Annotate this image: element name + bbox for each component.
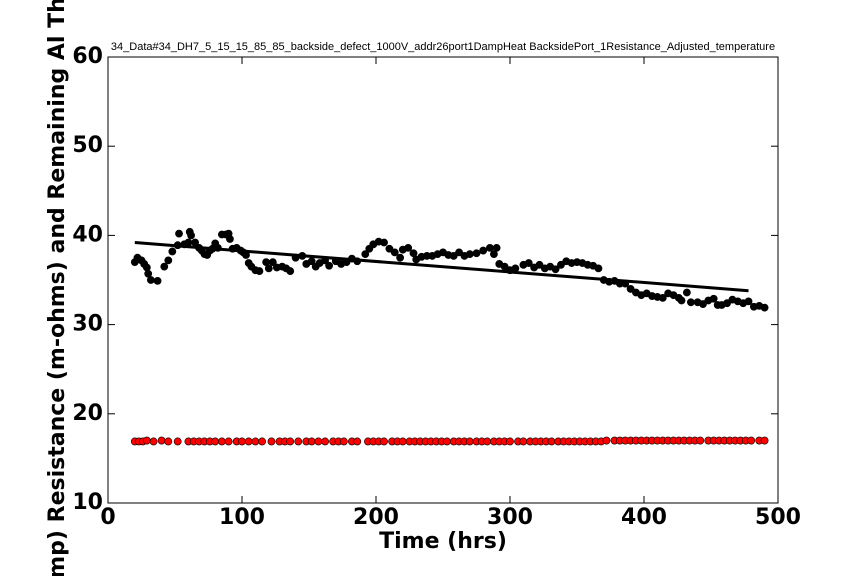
data-point (602, 436, 611, 445)
data-point (146, 276, 155, 284)
data-point (251, 437, 260, 446)
data-point (744, 297, 753, 306)
data-point (535, 260, 544, 269)
data-point (472, 249, 481, 258)
data-point (390, 248, 399, 257)
data-point (142, 436, 151, 445)
data-point (404, 243, 413, 252)
data-point (258, 437, 266, 446)
data-point (398, 437, 407, 446)
y-tick-label: 60 (72, 44, 103, 69)
data-point (353, 437, 362, 446)
data-point (153, 276, 162, 285)
y-tick-label: 30 (72, 312, 103, 337)
data-point (760, 303, 769, 312)
data-point (164, 437, 173, 446)
data-point (506, 437, 514, 446)
data-point (557, 260, 565, 269)
data-point (455, 248, 463, 257)
x-tick-label: 100 (219, 505, 265, 530)
data-point (157, 436, 166, 445)
x-axis-label: Time (hrs) (379, 529, 507, 554)
data-point (443, 437, 451, 446)
y-tick-label: 20 (72, 401, 103, 426)
data-point (449, 252, 458, 260)
data-point (325, 261, 333, 270)
data-point (465, 250, 474, 259)
data-point (485, 243, 494, 252)
y-tick-label: 10 (72, 490, 103, 515)
data-point (238, 437, 246, 446)
data-point (519, 437, 528, 446)
data-point (255, 267, 264, 275)
data-point (483, 437, 492, 446)
data-point (314, 437, 323, 446)
data-point (268, 258, 277, 267)
x-tick-label: 0 (100, 505, 115, 530)
data-point (173, 437, 182, 446)
data-point (286, 267, 295, 275)
data-point (385, 244, 394, 253)
data-point (747, 436, 756, 445)
data-point (723, 299, 731, 308)
y-tick-label: 40 (72, 222, 103, 247)
data-point (224, 437, 233, 446)
data-point (264, 264, 273, 273)
data-point (396, 253, 405, 262)
x-tick-label: 300 (487, 505, 533, 530)
data-point (142, 263, 151, 272)
data-point (187, 231, 195, 240)
data-point (361, 250, 370, 259)
data-point (760, 436, 769, 445)
data-point (321, 437, 329, 446)
y-tick-label: 50 (72, 133, 103, 158)
data-point (286, 437, 295, 446)
data-point (267, 437, 276, 446)
data-point (294, 437, 303, 446)
data-point (164, 256, 173, 265)
data-point (626, 285, 635, 293)
chart-title: 34_Data#34_DH7_5_15_15_85_85_backside_de… (111, 41, 775, 53)
data-point (687, 298, 695, 307)
data-point (677, 296, 686, 305)
data-point (380, 238, 388, 247)
data-point (658, 293, 667, 302)
x-tick-label: 400 (621, 505, 667, 530)
data-point (699, 300, 707, 308)
data-point (168, 247, 177, 256)
x-tick-label: 200 (353, 505, 399, 530)
data-point (594, 264, 603, 273)
x-tick-label: 500 (755, 505, 801, 530)
data-point (307, 437, 316, 446)
data-point (380, 437, 388, 446)
data-point (149, 437, 158, 446)
plot-frame (107, 56, 779, 504)
data-point (682, 288, 691, 297)
y-axis-label: mp) Resistance (m-ohms) and Remaining Al… (45, 0, 70, 576)
data-point (175, 229, 183, 238)
data-point (339, 437, 348, 446)
data-point (226, 235, 234, 243)
trend-line (134, 241, 749, 293)
data-point (492, 243, 501, 252)
data-point (709, 294, 718, 303)
data-point (547, 437, 556, 446)
data-point (524, 259, 533, 267)
data-point (551, 265, 560, 274)
data-point (465, 437, 474, 446)
data-point (244, 437, 253, 446)
data-point (211, 437, 220, 446)
data-point (479, 246, 488, 255)
data-point (217, 437, 226, 446)
data-point (696, 436, 705, 445)
data-point (160, 262, 169, 271)
